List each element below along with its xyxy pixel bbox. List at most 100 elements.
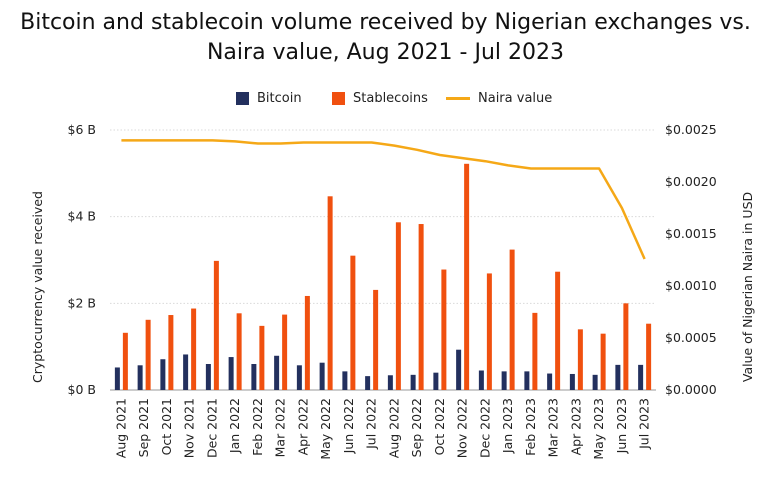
x-tick-label: Jul 2023 xyxy=(637,398,652,450)
bar-stablecoins xyxy=(213,260,219,390)
bar-stablecoins xyxy=(259,325,265,390)
bar-stablecoins xyxy=(509,249,515,390)
bar-stablecoins xyxy=(168,315,174,390)
bar-bitcoin xyxy=(592,374,598,390)
bar-bitcoin xyxy=(524,371,530,390)
x-tick-label: Feb 2022 xyxy=(250,398,265,456)
chart-title-line1: Bitcoin and stablecoin volume received b… xyxy=(20,10,751,35)
bar-bitcoin xyxy=(114,367,120,390)
bar-stablecoins xyxy=(646,323,652,390)
bar-bitcoin xyxy=(319,362,325,390)
legend-label-naira-value: Naira value xyxy=(478,90,553,106)
y-right-tick-label: $0.0005 xyxy=(665,330,717,345)
chart-legend: Bitcoin Stablecoins Naira value xyxy=(0,88,771,108)
bar-stablecoins xyxy=(555,271,561,390)
bar-bitcoin xyxy=(251,364,257,390)
bar-bitcoin xyxy=(501,371,507,390)
bar-bitcoin xyxy=(160,359,166,390)
line-naira-value xyxy=(121,139,646,260)
x-tick-label: Jul 2022 xyxy=(364,398,379,450)
bar-stablecoins xyxy=(441,269,447,390)
bar-bitcoin xyxy=(296,365,302,390)
y-right-tick-label: $0.0010 xyxy=(665,278,717,293)
legend-item-stablecoins: Stablecoins xyxy=(332,88,428,108)
line-series xyxy=(121,139,646,260)
bar-stablecoins xyxy=(350,255,356,390)
x-tick-label: Dec 2021 xyxy=(204,398,219,458)
y-left-tick-label: $6 B xyxy=(68,122,96,137)
x-tick-label: Sep 2021 xyxy=(136,398,151,457)
bar-bitcoin xyxy=(638,364,644,390)
legend-swatch-bitcoin xyxy=(236,91,249,105)
gridlines xyxy=(110,129,656,391)
bar-stablecoins xyxy=(282,314,288,390)
x-tick-label: Dec 2022 xyxy=(477,398,492,458)
bar-bitcoin xyxy=(547,373,553,390)
x-tick-label: Aug 2021 xyxy=(113,398,128,458)
bar-bitcoin xyxy=(569,373,575,390)
y-axis-right-title: Value of Nigerian Naira in USD xyxy=(740,192,755,382)
bar-stablecoins xyxy=(327,196,333,390)
x-tick-label: Apr 2022 xyxy=(295,398,310,455)
x-tick-label: Jan 2022 xyxy=(227,398,242,454)
y-left-tick-label: $0 B xyxy=(68,382,96,397)
y-right-tick-label: $0.0015 xyxy=(665,226,717,241)
x-tick-label: May 2023 xyxy=(591,398,606,460)
x-tick-label: Jun 2023 xyxy=(614,398,629,454)
x-axis-ticks: Aug 2021 Sep 2021 Oct 2021 Nov 2021 Dec 2021… xyxy=(113,398,651,460)
bar-stablecoins xyxy=(532,312,538,390)
bar-bitcoin xyxy=(205,364,211,390)
x-tick-label: Sep 2022 xyxy=(409,398,424,457)
bar-stablecoins xyxy=(623,303,629,390)
y-axis-left-ticks: $0 B $2 B $4 B $6 B xyxy=(68,122,96,397)
bar-stablecoins xyxy=(418,224,424,390)
bar-stablecoins xyxy=(145,319,151,390)
bar-stablecoins xyxy=(191,308,197,390)
x-tick-label: Nov 2022 xyxy=(455,398,470,458)
bar-stablecoins xyxy=(600,333,606,390)
y-right-tick-label: $0.0000 xyxy=(665,382,717,397)
legend-item-naira-value: Naira value xyxy=(446,88,552,108)
x-tick-label: Aug 2022 xyxy=(386,398,401,458)
chart-title: Bitcoin and stablecoin volume received b… xyxy=(0,8,771,68)
bar-stablecoins xyxy=(486,273,492,390)
bar-bitcoin xyxy=(456,349,462,390)
bar-bitcoin xyxy=(615,364,621,390)
x-tick-label: Oct 2022 xyxy=(432,398,447,455)
y-left-tick-label: $2 B xyxy=(68,295,96,310)
y-left-tick-label: $4 B xyxy=(68,209,96,224)
x-tick-label: Oct 2021 xyxy=(159,398,174,455)
bar-bitcoin xyxy=(387,375,393,390)
x-tick-label: Feb 2023 xyxy=(523,398,538,456)
y-axis-right-ticks: $0.0000 $0.0005 $0.0010 $0.0015 $0.0020 $0.00… xyxy=(665,122,717,397)
bar-stablecoins xyxy=(236,313,242,390)
chart-title-line2: Naira value, Aug 2021 - Jul 2023 xyxy=(206,40,565,65)
y-right-tick-label: $0.0025 xyxy=(665,122,717,137)
bar-bitcoin xyxy=(410,374,416,390)
x-tick-label: May 2022 xyxy=(318,398,333,460)
bar-stablecoins xyxy=(577,329,583,390)
bar-bitcoin xyxy=(137,365,143,390)
bar-bitcoin xyxy=(433,372,439,390)
bar-bitcoin xyxy=(342,371,348,390)
bar-bitcoin xyxy=(183,354,189,390)
bar-series xyxy=(114,163,652,390)
x-tick-label: Mar 2022 xyxy=(273,398,288,457)
bar-bitcoin xyxy=(478,370,484,390)
bar-stablecoins xyxy=(395,222,401,390)
bar-bitcoin xyxy=(274,355,280,390)
legend-item-bitcoin: Bitcoin xyxy=(236,88,302,108)
legend-swatch-naira-value xyxy=(446,96,470,100)
x-tick-label: Apr 2023 xyxy=(568,398,583,455)
x-tick-label: Mar 2023 xyxy=(546,398,561,457)
bar-bitcoin xyxy=(365,376,371,390)
legend-label-bitcoin: Bitcoin xyxy=(257,90,302,106)
bar-bitcoin xyxy=(228,357,234,390)
legend-swatch-stablecoins xyxy=(332,91,345,105)
x-tick-label: Nov 2021 xyxy=(182,398,197,458)
x-tick-label: Jan 2023 xyxy=(500,398,515,454)
y-right-tick-label: $0.0020 xyxy=(665,174,717,189)
bar-stablecoins xyxy=(373,289,379,390)
bar-stablecoins xyxy=(464,163,470,390)
